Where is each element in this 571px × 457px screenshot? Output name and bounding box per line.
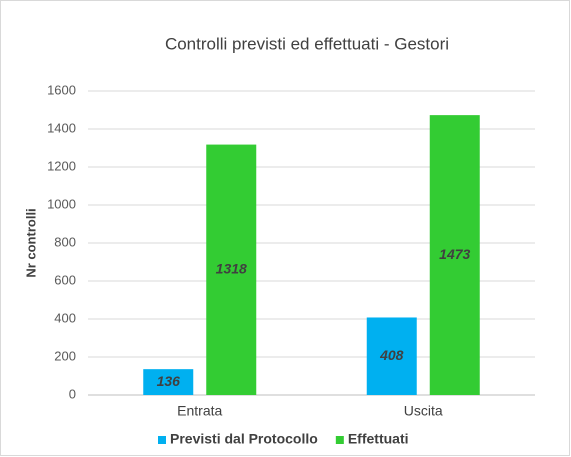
bar <box>206 144 257 395</box>
legend-swatch <box>158 436 166 444</box>
y-tick-label: 1600 <box>47 82 76 97</box>
data-label: 408 <box>379 347 404 363</box>
y-tick-label: 1400 <box>47 120 76 135</box>
chart-title: Controlli previsti ed effettuati - Gesto… <box>165 34 449 53</box>
x-tick-label: Entrata <box>177 403 222 419</box>
bar <box>366 317 417 395</box>
y-tick-label: 400 <box>54 310 76 325</box>
data-label: 1318 <box>216 260 247 276</box>
y-axis-label: Nr controlli <box>23 208 38 277</box>
y-tick-label: 1200 <box>47 158 76 173</box>
x-tick-label: Uscita <box>404 403 443 419</box>
bar <box>143 369 194 395</box>
legend-label: Effettuati <box>348 431 409 447</box>
legend-label: Previsti dal Protocollo <box>170 431 318 447</box>
y-tick-label: 0 <box>69 386 76 401</box>
y-tick-label: 200 <box>54 348 76 363</box>
data-label: 1473 <box>439 246 470 262</box>
y-tick-label: 800 <box>54 234 76 249</box>
bar <box>429 115 480 395</box>
legend-swatch <box>335 436 344 444</box>
y-tick-label: 600 <box>54 272 76 287</box>
data-label: 136 <box>157 373 181 389</box>
y-tick-label: 1000 <box>47 196 76 211</box>
